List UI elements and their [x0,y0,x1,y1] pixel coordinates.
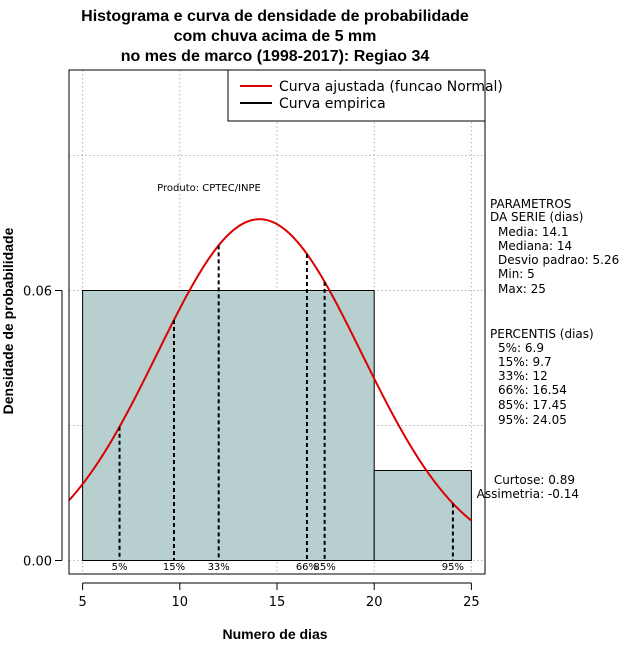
param-header-2: DA SERIE (dias) [490,210,583,224]
histogram-bar-1 [82,290,375,561]
percentil-15: 15%: 9.7 [498,355,552,369]
chart-title-line-2: com chuva acima de 5 mm [174,28,377,45]
percentile-label-66: 66% [296,562,318,573]
percentil-85: 85%: 17.45 [498,398,567,412]
x-tick-label-25: 25 [463,595,480,610]
percentil-33: 33%: 12 [498,369,548,383]
statistics-panel: PARAMETROS DA SERIE (dias) Media: 14.1 M… [477,197,620,501]
x-axis: 5 10 15 20 25 [78,582,480,610]
param-min: Min: 5 [498,267,535,281]
chart-title: Histograma e curva de densidade de proba… [81,8,469,65]
chart-title-line-1: Histograma e curva de densidade de proba… [81,8,469,25]
chart-legend: Curva ajustada (funcao Normal) Curva emp… [227,69,503,122]
percentil-95: 95%: 24.05 [498,413,567,427]
x-tick-label-20: 20 [366,595,383,610]
x-tick-label-15: 15 [269,595,286,610]
x-tick-label-10: 10 [172,595,189,610]
param-desvio: Desvio padrao: 5.26 [498,253,619,267]
stat-curtose: Curtose: 0.89 [494,473,575,487]
percentile-lines: 5% 15% 33% 66%85% 95% [112,245,464,573]
legend-label-fitted: Curva ajustada (funcao Normal) [279,79,503,95]
histogram-bar-2 [373,470,472,561]
y-tick-label: 0.00 [23,555,52,570]
normal-curve [69,218,472,522]
stat-assimetria: Assimetria: -0.14 [477,487,579,501]
y-axis: 0.00 0.06 [23,285,63,570]
legend-label-empirical: Curva empirica [279,96,386,112]
percentil-66: 66%: 16.54 [498,383,567,397]
x-tick-label-5: 5 [78,595,86,610]
chart-title-line-3: no mes de marco (1998-2017): Regiao 34 [121,48,430,65]
legend-box [227,69,486,122]
product-annotation: Produto: CPTEC/INPE [157,183,261,194]
param-mediana: Mediana: 14 [498,239,572,253]
y-tick-label: 0.06 [23,285,52,300]
y-axis-label: Densidade de probabilidade [0,227,16,414]
percentile-label-85: 85% [314,562,336,573]
param-media: Media: 14.1 [498,225,569,239]
param-header-1: PARAMETROS [490,197,571,211]
param-max: Max: 25 [498,282,546,296]
percentis-header: PERCENTIS (dias) [490,327,594,341]
x-axis-label: Numero de dias [222,626,327,642]
normal-curve-line [69,218,472,522]
percentile-label-33: 33% [208,562,230,573]
percentil-5: 5%: 6.9 [498,341,544,355]
percentile-label-5: 5% [112,562,128,573]
percentile-label-95: 95% [442,562,464,573]
percentile-label-15: 15% [163,562,185,573]
